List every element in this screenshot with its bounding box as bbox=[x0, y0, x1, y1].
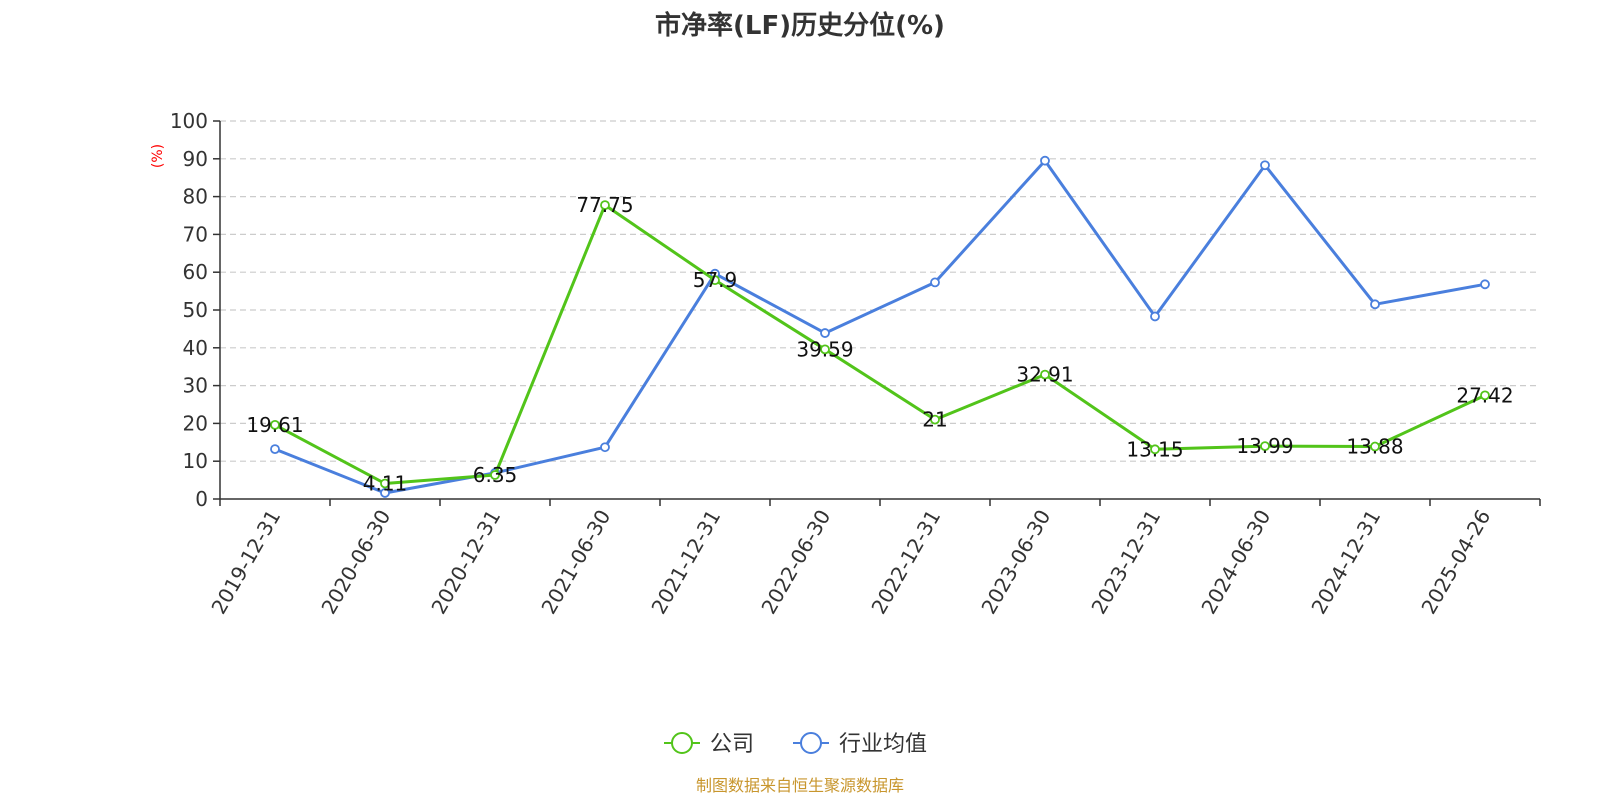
data-label: 39.59 bbox=[796, 337, 853, 361]
data-label: 21 bbox=[922, 408, 947, 432]
chart-title: 市净率(LF)历史分位(%) bbox=[655, 10, 945, 41]
x-tick-label: 2022-12-31 bbox=[866, 506, 945, 619]
data-label: 4.11 bbox=[363, 471, 408, 495]
series-line bbox=[274, 159, 1486, 495]
y-tick-label: 80 bbox=[183, 185, 208, 209]
data-point bbox=[1260, 441, 1270, 452]
data-label: 13.99 bbox=[1236, 434, 1293, 458]
data-labels: 19.61 4.11 6.35 77.75 57.9 39.59 21 32.91 13.15 1… bbox=[246, 193, 1513, 495]
data-point bbox=[1480, 279, 1490, 290]
x-tick-label: 2024-06-30 bbox=[1196, 506, 1275, 619]
x-tick-label: 2019-12-31 bbox=[206, 506, 285, 619]
y-tick-label: 40 bbox=[183, 336, 208, 360]
y-tick-label: 30 bbox=[183, 374, 208, 398]
data-label: 77.75 bbox=[576, 193, 633, 217]
y-tick-label: 0 bbox=[195, 487, 208, 511]
data-label: 13.15 bbox=[1126, 437, 1183, 461]
data-point bbox=[1040, 369, 1050, 380]
data-point bbox=[600, 200, 610, 211]
data-point bbox=[270, 444, 280, 455]
x-axis-ticks: 2019-12-31 2020-06-30 2020-12-31 2021-06-30… bbox=[206, 499, 1541, 619]
gridlines bbox=[220, 120, 1540, 462]
x-tick-label: 2021-12-31 bbox=[646, 506, 725, 619]
y-tick-label: 90 bbox=[183, 147, 208, 171]
y-tick-label: 100 bbox=[170, 109, 208, 133]
data-point bbox=[1370, 441, 1380, 452]
y-tick-label: 10 bbox=[183, 449, 208, 473]
data-label: 57.9 bbox=[693, 268, 738, 292]
data-point bbox=[820, 344, 830, 355]
data-point bbox=[820, 328, 830, 338]
data-label: 27.42 bbox=[1456, 383, 1513, 407]
data-point bbox=[1260, 160, 1270, 171]
data-point bbox=[930, 414, 940, 425]
data-point bbox=[380, 488, 390, 498]
legend[interactable]: 公司 行业均值 bbox=[664, 732, 927, 757]
data-point bbox=[1150, 444, 1160, 455]
data-point bbox=[930, 277, 940, 288]
legend-label: 公司 bbox=[710, 732, 754, 757]
data-point bbox=[1370, 299, 1380, 310]
data-label: 19.61 bbox=[246, 413, 303, 437]
data-point bbox=[380, 478, 390, 489]
data-point bbox=[600, 442, 610, 453]
x-tick-label: 2020-06-30 bbox=[316, 506, 395, 619]
y-tick-label: 70 bbox=[183, 222, 208, 246]
legend-label: 行业均值 bbox=[839, 732, 927, 757]
series-line bbox=[274, 203, 1486, 485]
series-layer bbox=[270, 155, 1490, 498]
x-tick-label: 2025-04-26 bbox=[1416, 506, 1495, 619]
data-point bbox=[270, 419, 280, 430]
data-point bbox=[1150, 311, 1160, 322]
legend-marker bbox=[800, 732, 822, 754]
source-note: 制图数据来自恒生聚源数据库 bbox=[696, 776, 904, 795]
data-point bbox=[710, 275, 720, 286]
y-tick-label: 20 bbox=[183, 411, 208, 435]
x-tick-label: 2023-06-30 bbox=[976, 506, 1055, 619]
x-tick-label: 2020-12-31 bbox=[426, 506, 505, 619]
data-point bbox=[1040, 155, 1050, 166]
data-label: 32.91 bbox=[1016, 363, 1073, 387]
x-tick-label: 2022-06-30 bbox=[756, 506, 835, 619]
data-label: 6.35 bbox=[473, 463, 518, 487]
y-tick-label: 50 bbox=[183, 298, 208, 322]
x-tick-label: 2021-06-30 bbox=[536, 506, 615, 619]
y-axis-ticks: 0 10 20 30 40 50 60 70 80 90 100 bbox=[170, 109, 220, 511]
y-tick-label: 60 bbox=[183, 260, 208, 284]
data-label: 13.88 bbox=[1346, 435, 1403, 459]
x-tick-label: 2023-12-31 bbox=[1086, 506, 1165, 619]
data-point bbox=[1480, 390, 1490, 401]
data-point bbox=[490, 470, 500, 480]
x-tick-label: 2024-12-31 bbox=[1306, 506, 1385, 619]
y-axis-label: (%) bbox=[150, 144, 166, 168]
legend-marker bbox=[671, 732, 693, 754]
